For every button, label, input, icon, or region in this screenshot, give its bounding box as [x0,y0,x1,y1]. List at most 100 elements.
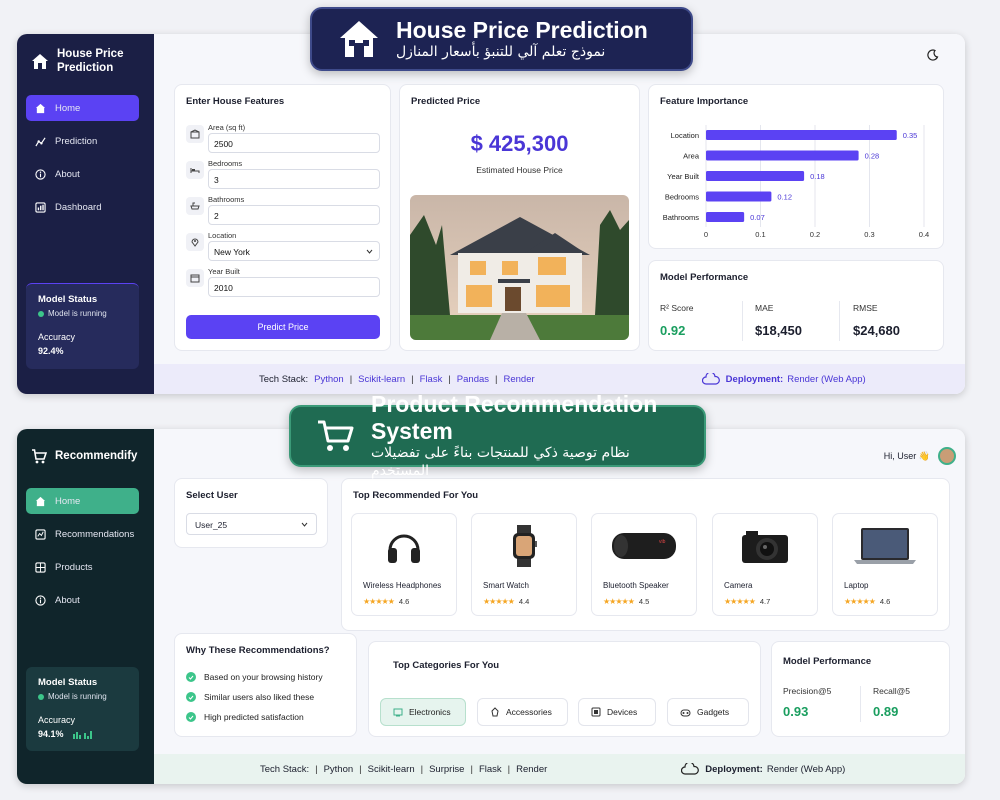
house-logo-icon [31,53,49,70]
product-name: Smart Watch [483,581,529,590]
recommendify-app: Recommendify Home Recommendations Produc… [17,429,965,784]
tech-stack-label: Tech Stack: [260,763,310,775]
metric-value: $24,680 [853,323,900,338]
smartwatch-icon [472,524,576,568]
metric-value: 0.89 [873,704,899,719]
bar [706,191,772,202]
model-performance-card: Model Performance Precision@5 0.93 Recal… [771,641,950,737]
check-icon [186,672,196,682]
chevron-down-icon [301,522,308,527]
sidebar-item-home[interactable]: Home [26,488,139,514]
tech-item: Scikit-learn [367,763,415,775]
product-name: Bluetooth Speaker [603,581,669,590]
brand-name: House Price Prediction [57,48,124,74]
area-input[interactable]: 2500 [208,133,380,153]
select-user-card: Select User User_25 [174,478,328,548]
divider [860,686,861,722]
area-icon [186,125,204,143]
category-accessories[interactable]: Accessories [477,698,568,726]
sidebar-item-recommendations[interactable]: Recommendations [26,521,139,547]
moon-icon [927,49,939,61]
sidebar-item-about[interactable]: About [26,161,139,187]
product-card[interactable]: vib Bluetooth Speaker ★★★★★ 4.5 [591,513,697,616]
chevron-down-icon [366,249,373,254]
sidebar-item-label: Dashboard [55,201,102,213]
brand-name: Recommendify [55,449,138,462]
data-label: 0.07 [750,213,765,222]
sidebar-item-about[interactable]: About [26,587,139,613]
check-icon [186,692,196,702]
prediction-icon [35,137,46,146]
theme-toggle-button[interactable] [927,48,939,66]
product-rating: ★★★★★ 4.7 [724,597,771,606]
card-title: Why These Recommendations? [186,645,330,656]
house-icon [338,19,380,59]
deployment-value: Render (Web App) [766,763,846,775]
category-label: Year Built [667,172,700,181]
field-label: Bedrooms [208,159,243,168]
product-card[interactable]: Wireless Headphones ★★★★★ 4.6 [351,513,457,616]
data-label: 0.12 [777,193,792,202]
sidebar-item-products[interactable]: Products [26,554,139,580]
tech-item: Flask [419,373,443,385]
electronics-icon [393,708,403,716]
banner-subtitle: نظام توصية ذكي للمنتجات بناءً على تفضيلا… [371,445,630,480]
sidebar-item-home[interactable]: Home [26,95,139,121]
data-label: 0.18 [810,172,825,181]
banner-title: Product Recommendation System [371,391,658,444]
banner-title: House Price Prediction [396,16,648,43]
bathrooms-input[interactable]: 2 [208,205,380,225]
sidebar-item-label: Products [55,561,93,573]
divider [839,301,840,341]
metric-label: Recall@5 [873,686,910,696]
divider [742,301,743,341]
recall-metric: Recall@5 0.89 [873,686,910,719]
year-built-input[interactable]: 2010 [208,277,380,297]
metric-label: R² Score [660,303,694,313]
metric-label: MAE [755,303,774,313]
tech-item: Render [516,763,548,775]
sidebar-item-prediction[interactable]: Prediction [26,128,139,154]
tech-item: Surprise [429,763,465,775]
product-card[interactable]: Camera ★★★★★ 4.7 [712,513,818,616]
avatar[interactable] [938,447,956,465]
tech-item: Python [314,373,344,385]
predict-price-button[interactable]: Predict Price [186,315,380,339]
field-label: Bathrooms [208,195,245,204]
metric-label: RMSE [853,303,878,313]
data-label: 0.35 [903,131,918,140]
sidebar-item-dashboard[interactable]: Dashboard [26,194,139,220]
product-rating: ★★★★★ 4.6 [844,597,891,606]
user-greeting[interactable]: Hi, User 👋 [884,447,956,465]
cloud-icon [701,373,720,385]
tech-stack-bar: Tech Stack: Python | Scikit-learn | Flas… [154,364,965,394]
laptop-icon [833,524,937,568]
x-tick-label: 0.4 [919,230,929,239]
category-gadgets[interactable]: Gadgets [667,698,749,726]
accuracy-row: 94.1% [38,729,127,739]
top-categories-card: Top Categories For You Electronics Acces… [368,641,761,737]
app-brand[interactable]: Recommendify [31,449,137,464]
product-name: Laptop [844,581,869,590]
location-select[interactable]: New York [208,241,380,261]
x-tick-label: 0.2 [810,230,820,239]
reason-item: High predicted satisfaction [186,712,304,722]
bedrooms-input[interactable]: 3 [208,169,380,189]
shopping-cart-icon [317,419,355,453]
tech-stack-bar: Tech Stack: | Python | Scikit-learn | Su… [154,754,965,784]
banner-subtitle: نموذج تعلم آلي للتنبؤ بأسعار المنازل [396,44,606,61]
app-brand[interactable]: House Price Prediction [31,48,127,76]
precision-metric: Precision@5 0.93 [783,686,831,719]
product-card[interactable]: Smart Watch ★★★★★ 4.4 [471,513,577,616]
house-price-banner: House Price Prediction نموذج تعلم آلي لل… [310,7,693,71]
bar [706,212,745,222]
sidebar-item-label: About [55,594,80,606]
user-select[interactable]: User_25 [186,513,317,535]
tech-item: Scikit-learn [358,373,406,385]
category-devices[interactable]: Devices [578,698,656,726]
location-pin-icon [186,233,204,251]
category-electronics[interactable]: Electronics [380,698,466,726]
category-label: Area [683,152,700,161]
product-card[interactable]: Laptop ★★★★★ 4.6 [832,513,938,616]
accuracy-trend-icon [72,730,92,739]
